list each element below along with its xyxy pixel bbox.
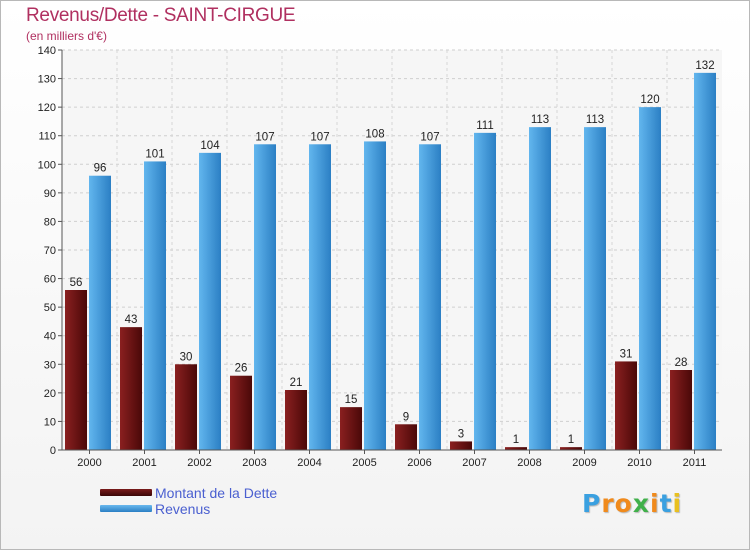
value-label-revenue: 107: [255, 131, 274, 143]
bar-debt: [285, 390, 307, 450]
x-tick-label: 2002: [187, 457, 211, 469]
logo-letter: t: [659, 489, 673, 518]
y-tick-label: 0: [50, 445, 56, 457]
x-tick-label: 2001: [132, 457, 156, 469]
value-label-debt: 3: [458, 428, 464, 440]
x-tick-label: 2007: [462, 457, 486, 469]
value-label-revenue: 132: [695, 60, 714, 72]
y-tick-label: 60: [44, 274, 56, 286]
x-tick-label: 2009: [572, 457, 596, 469]
value-label-debt: 15: [345, 394, 358, 406]
value-label-revenue: 120: [640, 94, 659, 106]
proxiti-logo: Proxiti: [582, 489, 682, 518]
bar-debt: [395, 424, 417, 450]
value-label-debt: 56: [70, 277, 83, 289]
x-tick-label: 2003: [242, 457, 266, 469]
value-label-debt: 28: [675, 357, 688, 369]
value-label-revenue: 104: [200, 140, 220, 152]
bar-revenue: [639, 107, 661, 451]
x-tick-label: 2006: [407, 457, 431, 469]
bar-revenue: [254, 144, 276, 451]
bar-debt: [450, 441, 472, 450]
value-label-debt: 30: [180, 351, 193, 363]
x-tick-label: 2004: [297, 457, 321, 469]
value-label-revenue: 108: [365, 128, 384, 140]
value-labels: 5696431013010426107211071510891073111111…: [70, 60, 715, 446]
bar-debt: [340, 407, 362, 450]
bar-revenue: [584, 127, 606, 451]
bar-debt: [670, 370, 692, 450]
bar-debt: [65, 290, 87, 450]
bar-debt: [120, 327, 142, 450]
y-tick-label: 20: [44, 388, 56, 400]
value-label-revenue: 113: [531, 114, 549, 126]
logo-letter: r: [601, 489, 615, 518]
bar-revenue: [199, 152, 221, 450]
logo-letter: P: [582, 489, 602, 518]
logo-letter: x: [632, 489, 650, 518]
y-tick-label: 10: [44, 416, 56, 428]
x-tick-label: 2000: [77, 457, 101, 469]
value-label-debt: 21: [290, 377, 303, 389]
value-label-revenue: 111: [476, 120, 493, 132]
legend-swatch-debt: [100, 489, 152, 496]
legend-swatch-revenue: [100, 505, 152, 512]
value-label-debt: 43: [125, 314, 138, 326]
value-label-revenue: 101: [145, 148, 164, 160]
y-tick-label: 80: [44, 216, 56, 228]
bar-revenue: [309, 144, 331, 451]
chart-title: Revenus/Dette - SAINT-CIRGUE: [26, 5, 296, 26]
y-tick-label: 130: [38, 74, 56, 86]
value-label-debt: 26: [235, 363, 248, 375]
grid: [62, 49, 722, 451]
y-tick-label: 100: [38, 159, 56, 171]
bar-revenue: [419, 144, 441, 451]
chart-subtitle: (en milliers d'€): [26, 29, 107, 43]
value-label-revenue: 107: [310, 131, 329, 143]
value-label-revenue: 107: [420, 131, 439, 143]
y-tick-label: 30: [44, 359, 56, 371]
bar-revenue: [529, 127, 551, 451]
logo-letter: i: [672, 489, 683, 518]
x-tick-label: 2008: [517, 457, 541, 469]
value-label-revenue: 96: [94, 163, 107, 175]
y-tick-label: 110: [38, 131, 56, 143]
x-tick-label: 2011: [683, 457, 707, 469]
bar-revenue: [144, 161, 166, 450]
y-tick-label: 90: [44, 188, 56, 200]
bars: [65, 72, 716, 451]
value-label-debt: 9: [403, 411, 409, 423]
y-tick-label: 120: [38, 102, 56, 114]
bar-debt: [615, 361, 637, 450]
bar-revenue: [694, 72, 716, 450]
y-tick-label: 40: [44, 331, 56, 343]
bar-revenue: [364, 141, 386, 450]
legend-label-debt: Montant de la Dette: [155, 485, 278, 501]
value-label-revenue: 113: [586, 114, 604, 126]
value-label-debt: 1: [568, 434, 574, 446]
y-tick-label: 140: [38, 45, 56, 57]
y-tick-label: 70: [44, 245, 56, 257]
bar-debt: [175, 364, 197, 450]
x-tick-label: 2010: [627, 457, 651, 469]
bar-debt: [505, 447, 527, 450]
bar-revenue: [89, 175, 111, 450]
bar-debt: [230, 375, 252, 450]
bar-debt: [560, 447, 582, 450]
logo-letter: o: [614, 489, 633, 518]
y-tick-label: 50: [44, 302, 56, 314]
value-label-debt: 31: [620, 348, 633, 360]
legend-label-revenue: Revenus: [155, 501, 211, 517]
x-tick-label: 2005: [352, 457, 376, 469]
value-label-debt: 1: [513, 434, 519, 446]
bar-revenue: [474, 132, 496, 450]
logo-letter: i: [650, 489, 660, 518]
